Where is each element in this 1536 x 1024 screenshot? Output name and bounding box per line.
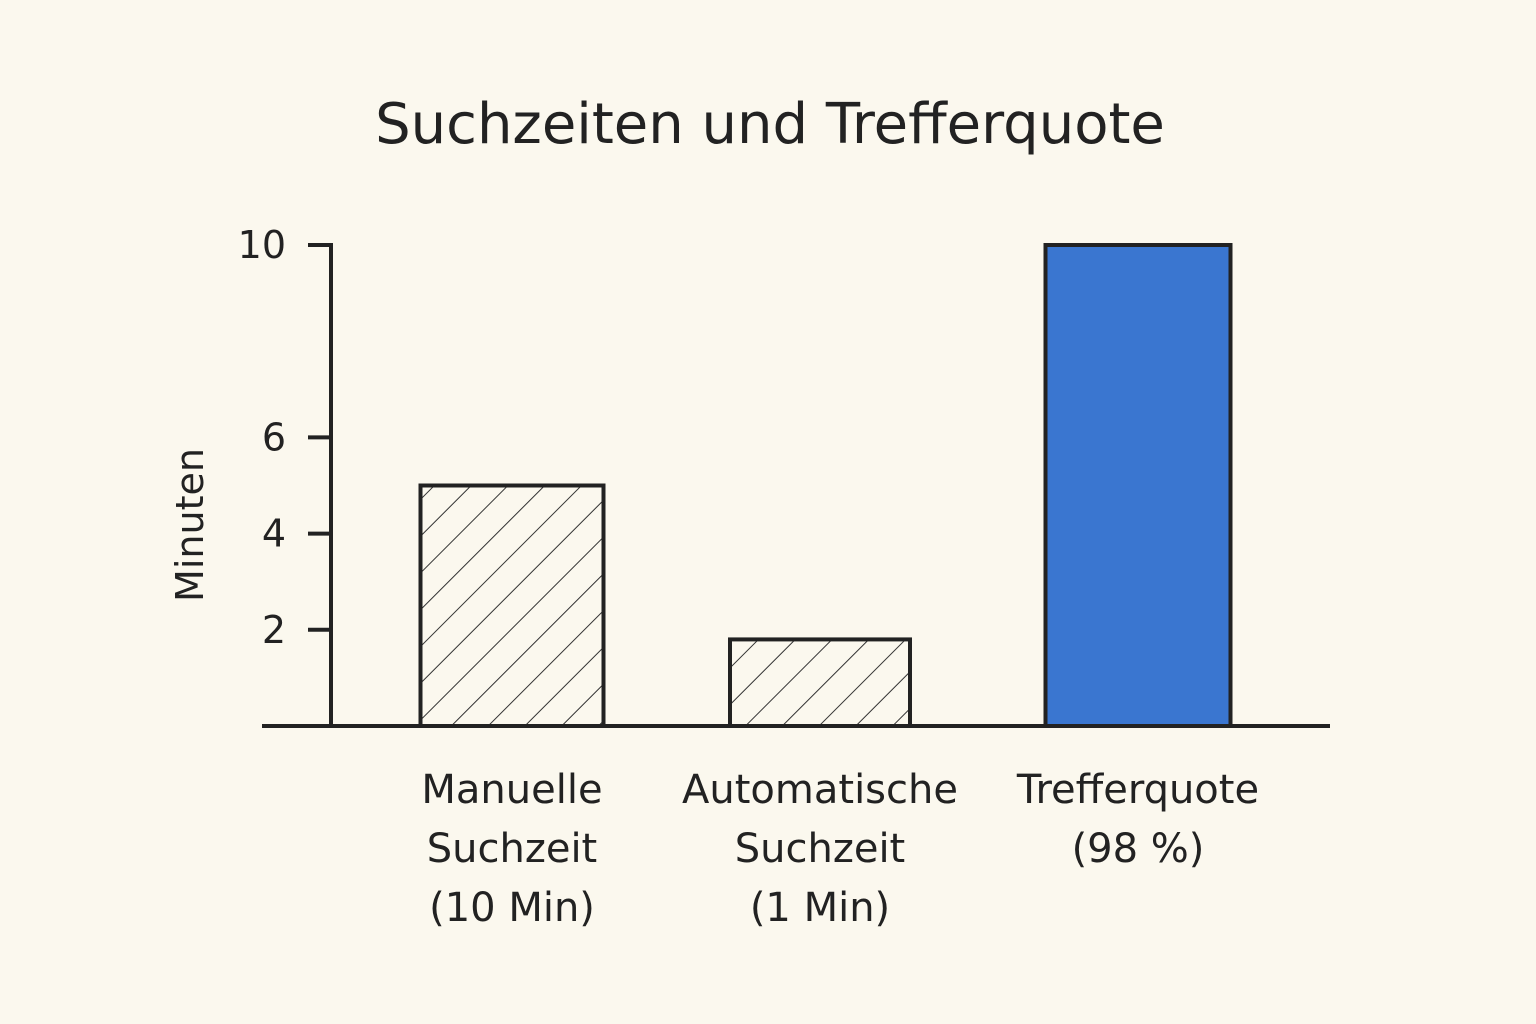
category-label-line: (10 Min) xyxy=(429,885,595,931)
category-label-line: Automatische xyxy=(682,767,958,813)
bar-1 xyxy=(418,483,606,728)
category-label: Trefferquote (98 %) xyxy=(1016,767,1259,872)
category-label-line: Trefferquote xyxy=(1016,767,1259,813)
y-tick-label: 6 xyxy=(262,415,286,459)
category-label: Automatische Suchzeit (1 Min) xyxy=(682,767,958,931)
y-tick-label: 2 xyxy=(262,608,286,652)
x-axis-category-labels: Manuelle Suchzeit (10 Min) Automatische Such… xyxy=(421,767,1259,931)
category-label-line: (98 %) xyxy=(1072,826,1205,872)
y-tick-label: 10 xyxy=(238,223,286,267)
y-tick-label: 4 xyxy=(262,512,286,556)
category-label-line: Manuelle xyxy=(421,767,602,813)
category-label: Manuelle Suchzeit (10 Min) xyxy=(421,767,602,931)
chart-title: Suchzeiten und Trefferquote xyxy=(375,92,1165,157)
category-label-line: Suchzeit xyxy=(735,826,906,872)
y-axis-label: Minuten xyxy=(168,448,212,602)
category-label-line: (1 Min) xyxy=(750,885,890,931)
bars xyxy=(418,243,1233,728)
bar-2 xyxy=(728,637,912,728)
category-label-line: Suchzeit xyxy=(427,826,598,872)
bar-3 xyxy=(1043,243,1233,728)
y-axis-ticks: 2 4 6 10 xyxy=(238,223,331,652)
